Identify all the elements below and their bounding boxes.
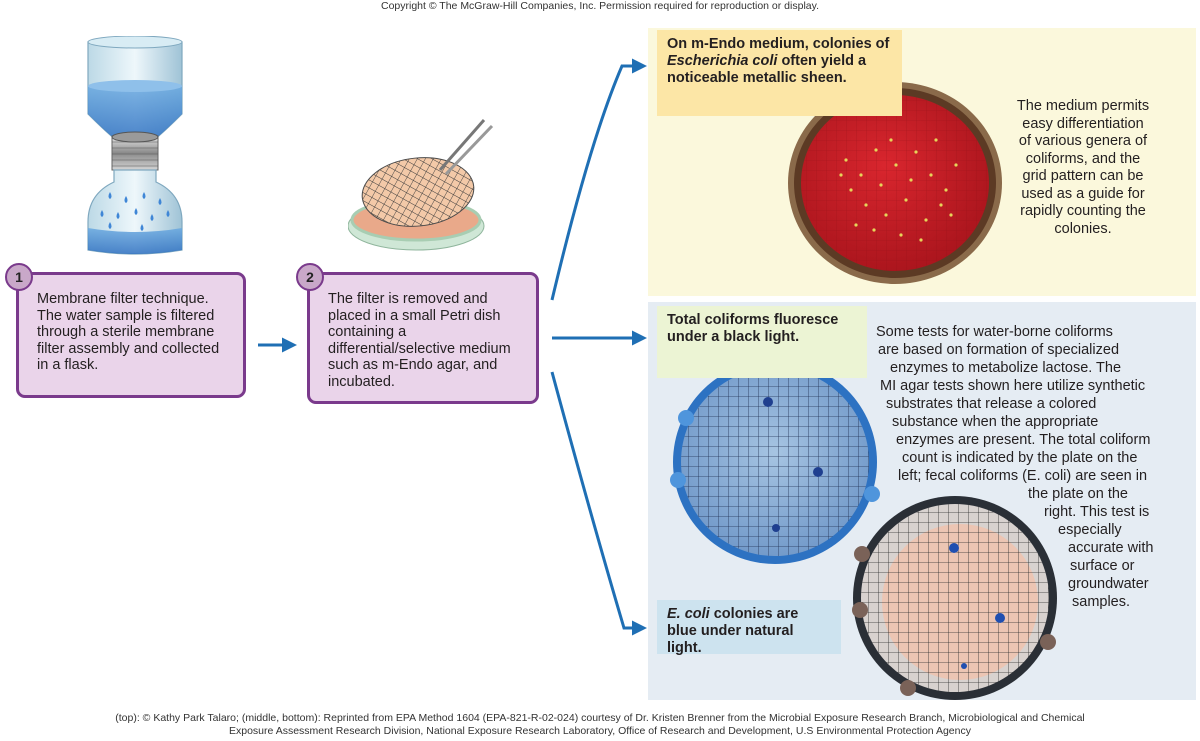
mendo-description-line: colonies. (1054, 220, 1112, 237)
mi-description-line: accurate with (1068, 540, 1154, 556)
image-credits: (top): © Kathy Park Talaro; (middle, bot… (115, 712, 1085, 737)
mendo-description-line: used as a guide for (1021, 185, 1145, 202)
mi-description-line: substance when the appropriate (892, 414, 1099, 430)
mendo-callout-prefix: On m-Endo medium, colonies of (667, 36, 890, 52)
mi-description-line: substrates that release a colored (886, 396, 1097, 412)
filter-assembly-illustration (87, 36, 183, 255)
fluoresce-callout-text: Total coliforms fluoresce under a black … (667, 312, 839, 345)
step-1-text: Membrane filter technique. The water sam… (37, 291, 220, 373)
mi-description-line: groundwater (1068, 576, 1149, 592)
arrow-to-ecoli (550, 371, 647, 636)
mendo-description-line: rapidly counting the (1020, 203, 1146, 219)
ecoli-blue-callout: E. coli colonies are blue under natural … (657, 600, 841, 656)
step-1-badge: 1 (5, 263, 33, 291)
mendo-callout-species: Escherichia coli (667, 53, 778, 69)
mi-description-line: Some tests for water-borne coliforms (876, 324, 1113, 340)
mi-description-line: are based on formation of specialized (878, 342, 1120, 358)
mi-agar-fluorescent-plate-photo (670, 356, 880, 564)
mendo-description-line: The medium permits (1016, 98, 1150, 114)
step-1-box: Membrane filter technique. The water sam… (16, 272, 246, 398)
mi-agar-natural-light-plate-photo (852, 496, 1057, 700)
fluoresce-callout: Total coliforms fluoresce under a black … (657, 306, 867, 378)
step-2-badge: 2 (296, 263, 324, 291)
mi-description-line: samples. (1072, 594, 1131, 610)
mendo-callout: On m-Endo medium, colonies of Escherichi… (657, 30, 902, 116)
mi-description-line: right. This test is (1044, 504, 1150, 520)
mendo-description: The medium permits easy differentiation … (978, 98, 1188, 238)
copyright-notice: Copyright © The McGraw-Hill Companies, I… (380, 0, 820, 12)
mendo-description-line: grid pattern can be (1022, 168, 1144, 184)
mi-description-line: enzymes are present. The total coliform (896, 432, 1151, 448)
mendo-callout-suffix: often yield a noticeable metallic sheen. (667, 53, 867, 86)
mendo-red-plate-photo (788, 82, 1002, 284)
mi-description-line: surface or (1070, 558, 1135, 574)
mendo-description-line: of various genera of (1018, 133, 1148, 149)
mi-description-line: MI agar tests shown here utilize synthet… (880, 378, 1146, 394)
ecoli-blue-callout-suffix: colonies are blue under natural light. (667, 606, 799, 656)
step-2-text: The filter is removed and placed in a sm… (328, 291, 511, 390)
mendo-description-line: easy differentiation (1022, 115, 1144, 132)
mi-description-line: count is indicated by the plate on the (902, 450, 1138, 466)
petri-dish-with-filter-illustration (348, 119, 494, 251)
mi-description-line: the plate on the (1028, 486, 1128, 502)
mendo-description-line: coliforms, and the (1025, 150, 1141, 167)
ecoli-blue-callout-species: E. coli (667, 606, 710, 622)
mi-description-line: left; fecal coliforms (E. coli) are seen… (898, 468, 1148, 484)
mi-description-line: enzymes to metabolize lactose. The (890, 360, 1122, 376)
mi-description-line: especially (1058, 522, 1122, 538)
arrow-to-mendo (550, 58, 647, 301)
step-2-box: The filter is removed and placed in a sm… (307, 272, 539, 404)
